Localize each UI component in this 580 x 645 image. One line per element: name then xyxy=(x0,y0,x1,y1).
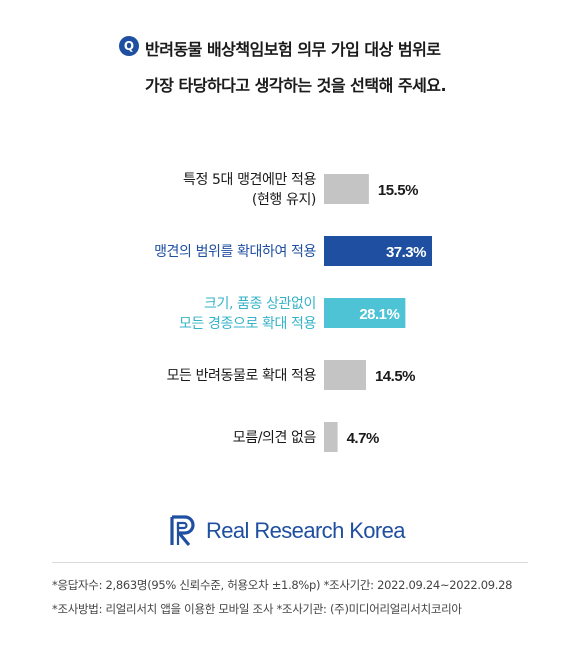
category-label-5: 모름/의견 없음 xyxy=(233,430,317,446)
footer-divider xyxy=(52,562,528,563)
real-research-logo-icon xyxy=(170,515,195,547)
value-label-4: 14.5% xyxy=(375,368,415,385)
bar-3 xyxy=(324,298,406,328)
value-label-5: 4.7% xyxy=(347,430,379,447)
question-badge: Q xyxy=(119,36,139,56)
bar-2 xyxy=(324,236,432,266)
category-label-3-line-1: 크기, 품종 상관없이 xyxy=(204,296,316,312)
question-line-1: 반려동물 배상책임보험 의무 가입 대상 범위로 xyxy=(145,40,441,59)
bar-4 xyxy=(324,360,366,390)
category-label-1-line-2: (현행 유지) xyxy=(252,192,316,208)
bar-5 xyxy=(324,422,338,452)
value-label-2: 37.3% xyxy=(386,244,426,261)
footnote-1: *응답자수: 2,863명(95% 신뢰수준, 허용오차 ±1.8%p) *조사… xyxy=(52,578,513,592)
category-label-2: 맹견의 범위를 확대하여 적용 xyxy=(154,244,316,260)
bar-chart: 특정 5대 맹견에만 적용 (현행 유지) 15.5% 맹견의 범위를 확대하여 적용… xyxy=(154,172,432,452)
brand-logo: Real Research Korea xyxy=(168,514,406,550)
question-line-2: 가장 타당하다고 생각하는 것을 선택해 주세요. xyxy=(145,76,447,95)
footnote-2: *조사방법: 리얼리서치 앱을 이용한 모바일 조사 *조사기관: (주)미디어… xyxy=(52,602,462,616)
category-label-4: 모든 반려동물로 확대 적용 xyxy=(167,368,317,384)
value-label-3: 28.1% xyxy=(359,306,399,323)
category-label-3-line-2: 모든 경종으로 확대 적용 xyxy=(179,316,316,332)
value-label-1: 15.5% xyxy=(378,182,418,199)
category-label-1-line-1: 특정 5대 맹견에만 적용 xyxy=(183,172,316,188)
bar-1 xyxy=(324,174,369,204)
brand-name: Real Research Korea xyxy=(206,518,406,543)
